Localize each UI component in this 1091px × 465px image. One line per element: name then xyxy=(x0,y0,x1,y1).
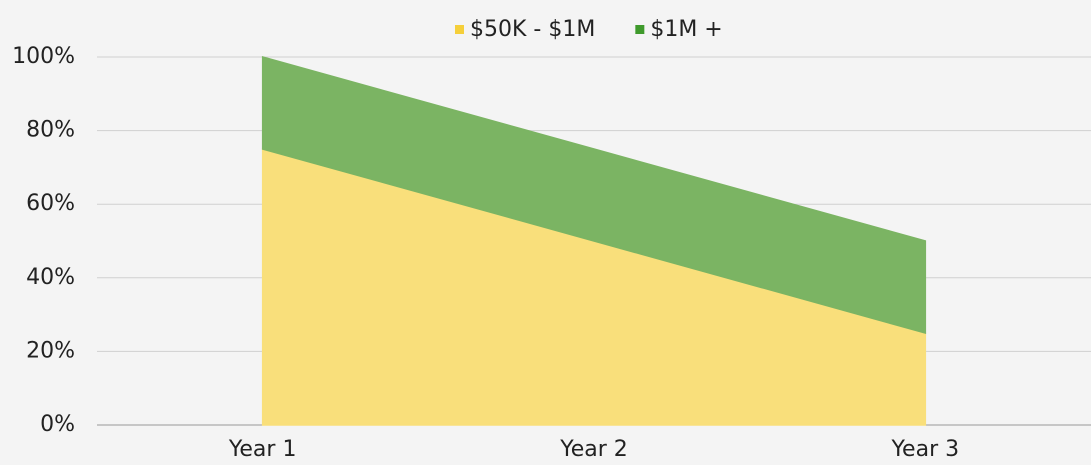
y-tick-label: 80% xyxy=(26,118,75,143)
y-tick-label: 40% xyxy=(26,265,75,290)
legend-swatch xyxy=(455,25,464,34)
y-tick-label: 60% xyxy=(26,191,75,216)
x-tick-label: Year 3 xyxy=(891,437,960,462)
x-tick-label: Year 2 xyxy=(559,437,628,462)
y-tick-label: 20% xyxy=(26,338,75,363)
legend-label: $1M + xyxy=(650,17,722,42)
area xyxy=(261,56,927,334)
y-tick-label: 0% xyxy=(40,412,75,437)
legend-swatch xyxy=(635,25,645,34)
y-tick-label: 100% xyxy=(12,44,75,69)
legend-label: $50K - $1M xyxy=(470,17,595,42)
x-tick-label: Year 1 xyxy=(228,437,297,462)
